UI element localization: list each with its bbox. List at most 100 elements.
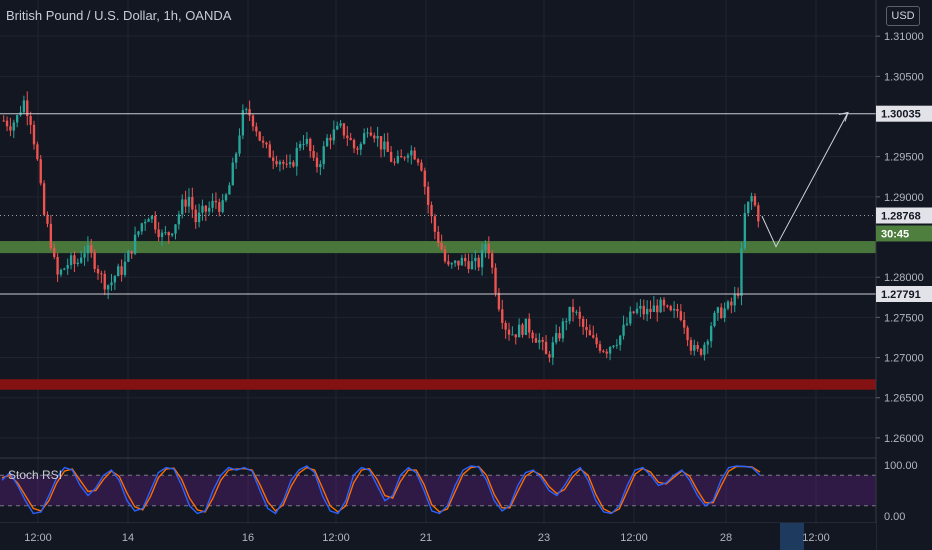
candle-body-119	[403, 157, 406, 159]
candle-body-156	[528, 318, 531, 333]
candle-body-159	[538, 339, 541, 343]
candle-body-192	[649, 308, 652, 312]
candle-body-127	[430, 204, 433, 217]
time-axis[interactable]: 12:00 14 16 12:00 21 23 12:00 28 12:00	[0, 523, 876, 550]
support-price-tag-bg	[876, 286, 932, 303]
time-label-4: 21	[420, 532, 432, 544]
time-label-2: 16	[242, 532, 254, 544]
candle-body-139	[470, 261, 474, 270]
candle-body-107	[362, 133, 366, 144]
candle-body-116	[393, 161, 396, 163]
candle-body-91	[309, 138, 312, 151]
candle-body-123	[416, 159, 420, 163]
candle-body-214	[723, 308, 726, 318]
candle-body-77	[261, 140, 265, 143]
candle-body-160	[541, 339, 544, 342]
candle-body-195	[659, 299, 662, 313]
candle-body-83	[282, 161, 285, 164]
candle-body-125	[423, 170, 426, 187]
candle-body-76	[258, 131, 261, 141]
candle-body-79	[268, 144, 272, 158]
candle-body-37	[127, 251, 130, 262]
candle-body-82	[278, 161, 282, 165]
candle-body-31	[106, 285, 110, 290]
candle-body-218	[736, 294, 740, 296]
candle-body-112	[379, 136, 383, 150]
candle-body-23	[79, 257, 83, 263]
candle-body-121	[410, 150, 413, 156]
candle-body-132	[447, 261, 450, 265]
candle-body-215	[726, 301, 730, 309]
candle-body-171	[578, 311, 581, 319]
candle-body-7	[26, 100, 29, 116]
stoch-rsi-label[interactable]: Stoch RSI	[8, 468, 63, 482]
candle-body-10	[36, 144, 39, 160]
stoch-d-line	[1, 465, 761, 514]
candle-body-86	[292, 162, 295, 167]
candle-body-120	[406, 155, 410, 158]
candle-body-42	[143, 221, 147, 224]
currency-button[interactable]: USD	[886, 6, 920, 26]
price-axis[interactable]: 1.31000 1.30500 1.29500 1.29000 1.28000 1.275…	[875, 0, 932, 550]
candle-body-109	[369, 132, 373, 136]
candle-body-104	[352, 140, 356, 149]
candle-body-187	[632, 311, 635, 313]
candle-body-212	[716, 307, 720, 313]
candle-body-128	[433, 216, 437, 232]
candle-body-183	[619, 335, 622, 345]
candle-body-96	[325, 137, 329, 147]
candle-body-211	[713, 312, 716, 326]
candle-body-4	[15, 115, 19, 123]
candle-body-221	[747, 201, 750, 214]
candle-body-193	[652, 305, 656, 312]
candle-body-175	[592, 335, 595, 338]
candle-body-206	[696, 345, 699, 350]
candle-body-29	[100, 273, 103, 275]
candle-body-202	[683, 319, 686, 328]
candle-body-20	[69, 255, 73, 266]
time-label-8: 12:00	[802, 532, 830, 544]
candle-body-219	[740, 248, 743, 296]
time-label-7: 28	[720, 532, 732, 544]
candle-body-115	[389, 151, 393, 162]
price-tick-label-1: 1.30500	[884, 71, 924, 83]
candle-body-181	[612, 345, 615, 347]
candle-body-166	[561, 321, 565, 339]
candle-body-117	[396, 156, 400, 163]
candle-body-70	[238, 135, 241, 154]
candle-body-114	[386, 141, 389, 152]
candle-body-153	[517, 324, 521, 338]
chart-title: British Pound / U.S. Dollar, 1h, OANDA	[6, 8, 232, 23]
candle-body-111	[376, 136, 379, 139]
candle-body-58	[197, 212, 201, 223]
candle-body-16	[56, 256, 59, 275]
candle-body-204	[689, 340, 693, 351]
resistance-price-tag-label: 1.30035	[881, 109, 921, 121]
candle-body-65	[221, 200, 224, 212]
candle-body-108	[366, 132, 369, 134]
candle-body-186	[629, 311, 632, 324]
candle-body-217	[733, 294, 736, 306]
candle-body-12	[42, 183, 46, 215]
price-tick-label-7: 1.26500	[884, 393, 924, 405]
candle-body-59	[201, 205, 204, 213]
candle-body-184	[622, 324, 625, 336]
candle-body-48	[164, 232, 167, 234]
candle-body-74	[251, 115, 255, 127]
candle-body-72	[245, 109, 248, 111]
candle-body-163	[551, 342, 554, 358]
price-tick-label-2: 1.29500	[884, 152, 924, 164]
candle-body-188	[635, 308, 639, 313]
candle-body-170	[575, 311, 578, 313]
candle-body-33	[113, 276, 117, 283]
candle-body-182	[615, 344, 619, 346]
candle-body-209	[706, 341, 709, 345]
candle-body-122	[413, 150, 416, 160]
candle-body-102	[346, 135, 349, 139]
candle-body-81	[275, 160, 278, 165]
candle-body-51	[174, 224, 177, 234]
candle-body-75	[255, 126, 258, 132]
